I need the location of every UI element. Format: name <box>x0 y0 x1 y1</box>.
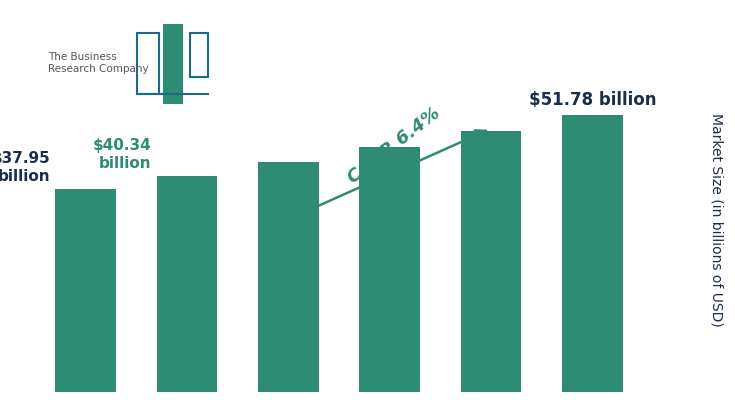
Bar <box>461 131 521 392</box>
Text: The Business
Research Company: The Business Research Company <box>48 52 148 74</box>
Text: CAGR 6.4%: CAGR 6.4% <box>344 104 443 187</box>
Text: Market Size (in billions of USD): Market Size (in billions of USD) <box>709 113 724 327</box>
Bar <box>562 115 623 392</box>
FancyBboxPatch shape <box>164 24 182 103</box>
Bar <box>258 162 319 392</box>
Bar <box>55 189 116 392</box>
Bar <box>157 176 218 392</box>
Text: $37.95
billion: $37.95 billion <box>0 151 50 184</box>
Bar <box>359 147 420 392</box>
Text: $40.34
billion: $40.34 billion <box>93 138 151 171</box>
Text: $51.78 billion: $51.78 billion <box>528 92 656 110</box>
